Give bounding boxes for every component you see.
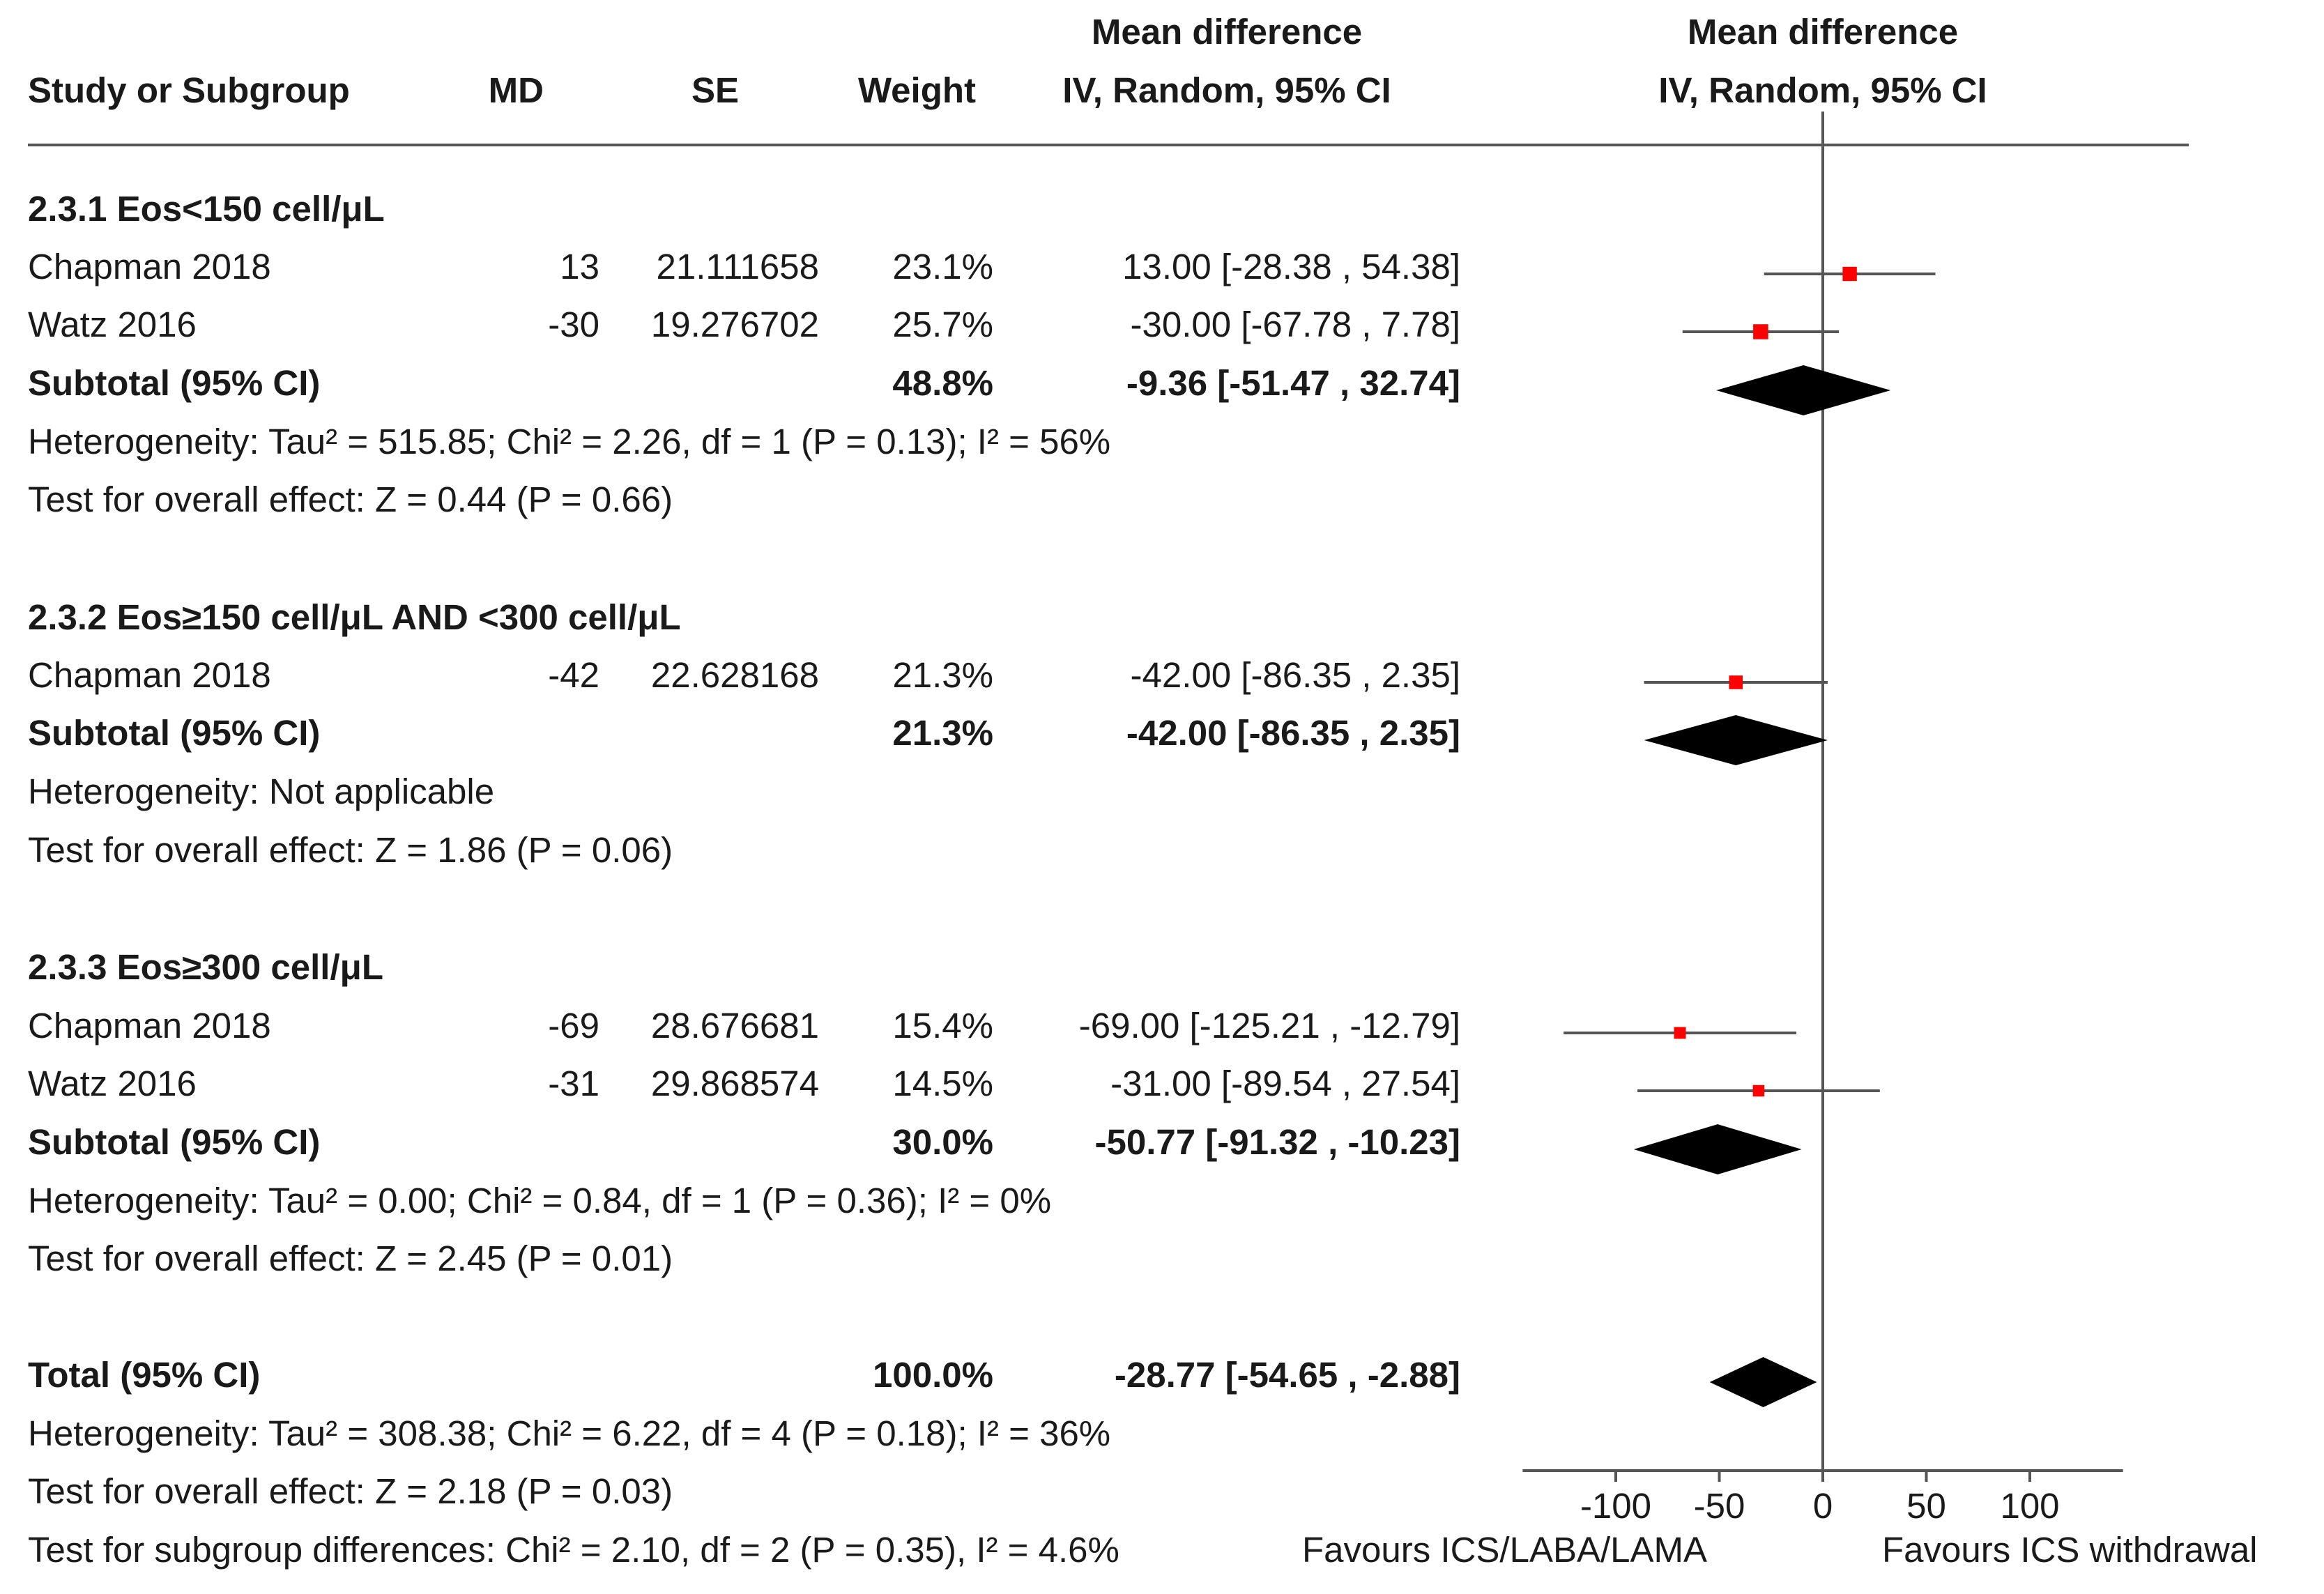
subtotal-ci: -42.00 [-86.35 , 2.35] [1126, 713, 1460, 753]
study-md: -30 [548, 305, 599, 344]
group-title: 2.3.3 Eos≥300 cell/μL [28, 947, 383, 987]
study-marker [1842, 266, 1857, 282]
study-md: -69 [548, 1006, 599, 1045]
x-axis-tick-label: -100 [1580, 1486, 1651, 1526]
header-study: Study or Subgroup [28, 70, 350, 110]
study-md: -42 [548, 655, 599, 695]
subtotal-weight: 21.3% [892, 713, 993, 753]
favours-right-label: Favours ICS withdrawal [1882, 1530, 2258, 1570]
study-ci: -42.00 [-86.35 , 2.35] [1130, 655, 1461, 695]
x-axis-tick-label: 100 [2000, 1486, 2059, 1526]
study-marker [1752, 1085, 1765, 1097]
subtotal-ci: -9.36 [-51.47 , 32.74] [1126, 363, 1460, 403]
favours-left-label: Favours ICS/LABA/LAMA [1302, 1530, 1708, 1570]
study-se: 29.868574 [650, 1064, 819, 1103]
study-weight: 14.5% [892, 1064, 993, 1103]
study-se: 19.276702 [650, 305, 819, 344]
total-diamond [1709, 1357, 1817, 1407]
study-name: Chapman 2018 [28, 1006, 271, 1045]
forest-plot-marks: -100 -50 0 50 100 [1522, 112, 2123, 1526]
subtotal-label: Subtotal (95% CI) [28, 363, 321, 403]
study-md: 13 [560, 247, 599, 286]
study-ci: 13.00 [-28.38 , 54.38] [1122, 247, 1460, 286]
subtotal-diamond [1644, 715, 1828, 765]
subtotal-weight: 48.8% [892, 363, 993, 403]
subtotal-ci: -50.77 [-91.32 , -10.23] [1094, 1122, 1460, 1162]
x-axis-tick-label: -50 [1694, 1486, 1745, 1526]
study-weight: 25.7% [892, 305, 993, 344]
heterogeneity-text: Heterogeneity: Tau² = 515.85; Chi² = 2.2… [28, 422, 1111, 461]
total-ci: -28.77 [-54.65 , -2.88] [1114, 1355, 1460, 1395]
subtotal-label: Subtotal (95% CI) [28, 713, 321, 753]
subgroup-differences-text: Test for subgroup differences: Chi² = 2.… [28, 1530, 1119, 1570]
header-effect-line1: Mean difference [1091, 12, 1363, 52]
study-se: 22.628168 [650, 655, 819, 695]
subtotal-weight: 30.0% [892, 1122, 993, 1162]
header-effect-line2: IV, Random, 95% CI [1062, 70, 1391, 110]
study-name: Chapman 2018 [28, 247, 271, 286]
study-ci: -69.00 [-125.21 , -12.79] [1078, 1006, 1460, 1045]
total-heterogeneity-text: Heterogeneity: Tau² = 308.38; Chi² = 6.2… [28, 1413, 1111, 1453]
group-title: 2.3.2 Eos≥150 cell/μL AND <300 cell/μL [28, 597, 681, 637]
study-se: 21.111658 [656, 247, 819, 286]
total-weight: 100.0% [873, 1355, 993, 1395]
study-weight: 15.4% [892, 1006, 993, 1045]
x-axis-tick-label: 0 [1813, 1486, 1833, 1526]
study-name: Chapman 2018 [28, 655, 271, 695]
overall-effect-text: Test for overall effect: Z = 1.86 (P = 0… [28, 830, 673, 870]
group-title: 2.3.1 Eos<150 cell/μL [28, 189, 385, 229]
study-marker [1729, 675, 1743, 689]
study-weight: 21.3% [892, 655, 993, 695]
subtotal-label: Subtotal (95% CI) [28, 1122, 321, 1162]
study-marker [1674, 1027, 1686, 1039]
subtotal-diamond [1716, 365, 1891, 415]
header-se: SE [691, 70, 739, 110]
heterogeneity-text: Heterogeneity: Not applicable [28, 772, 495, 811]
header-weight: Weight [857, 70, 976, 110]
total-label: Total (95% CI) [28, 1355, 261, 1395]
subtotal-diamond [1633, 1124, 1802, 1174]
header-plot-line1: Mean difference [1687, 12, 1959, 52]
study-name: Watz 2016 [28, 305, 197, 344]
study-md: -31 [548, 1064, 599, 1103]
total-overall-effect-text: Test for overall effect: Z = 2.18 (P = 0… [28, 1471, 673, 1511]
overall-effect-text: Test for overall effect: Z = 0.44 (P = 0… [28, 480, 673, 519]
heterogeneity-text: Heterogeneity: Tau² = 0.00; Chi² = 0.84,… [28, 1181, 1052, 1220]
header-md: MD [488, 70, 544, 110]
study-weight: 23.1% [892, 247, 993, 286]
x-axis-tick-label: 50 [1906, 1486, 1946, 1526]
overall-effect-text: Test for overall effect: Z = 2.45 (P = 0… [28, 1239, 673, 1278]
header-plot-line2: IV, Random, 95% CI [1658, 70, 1987, 110]
study-name: Watz 2016 [28, 1064, 197, 1103]
study-marker [1753, 324, 1768, 339]
study-ci: -31.00 [-89.54 , 27.54] [1110, 1064, 1460, 1103]
study-ci: -30.00 [-67.78 , 7.78] [1130, 305, 1461, 344]
study-se: 28.676681 [650, 1006, 819, 1045]
